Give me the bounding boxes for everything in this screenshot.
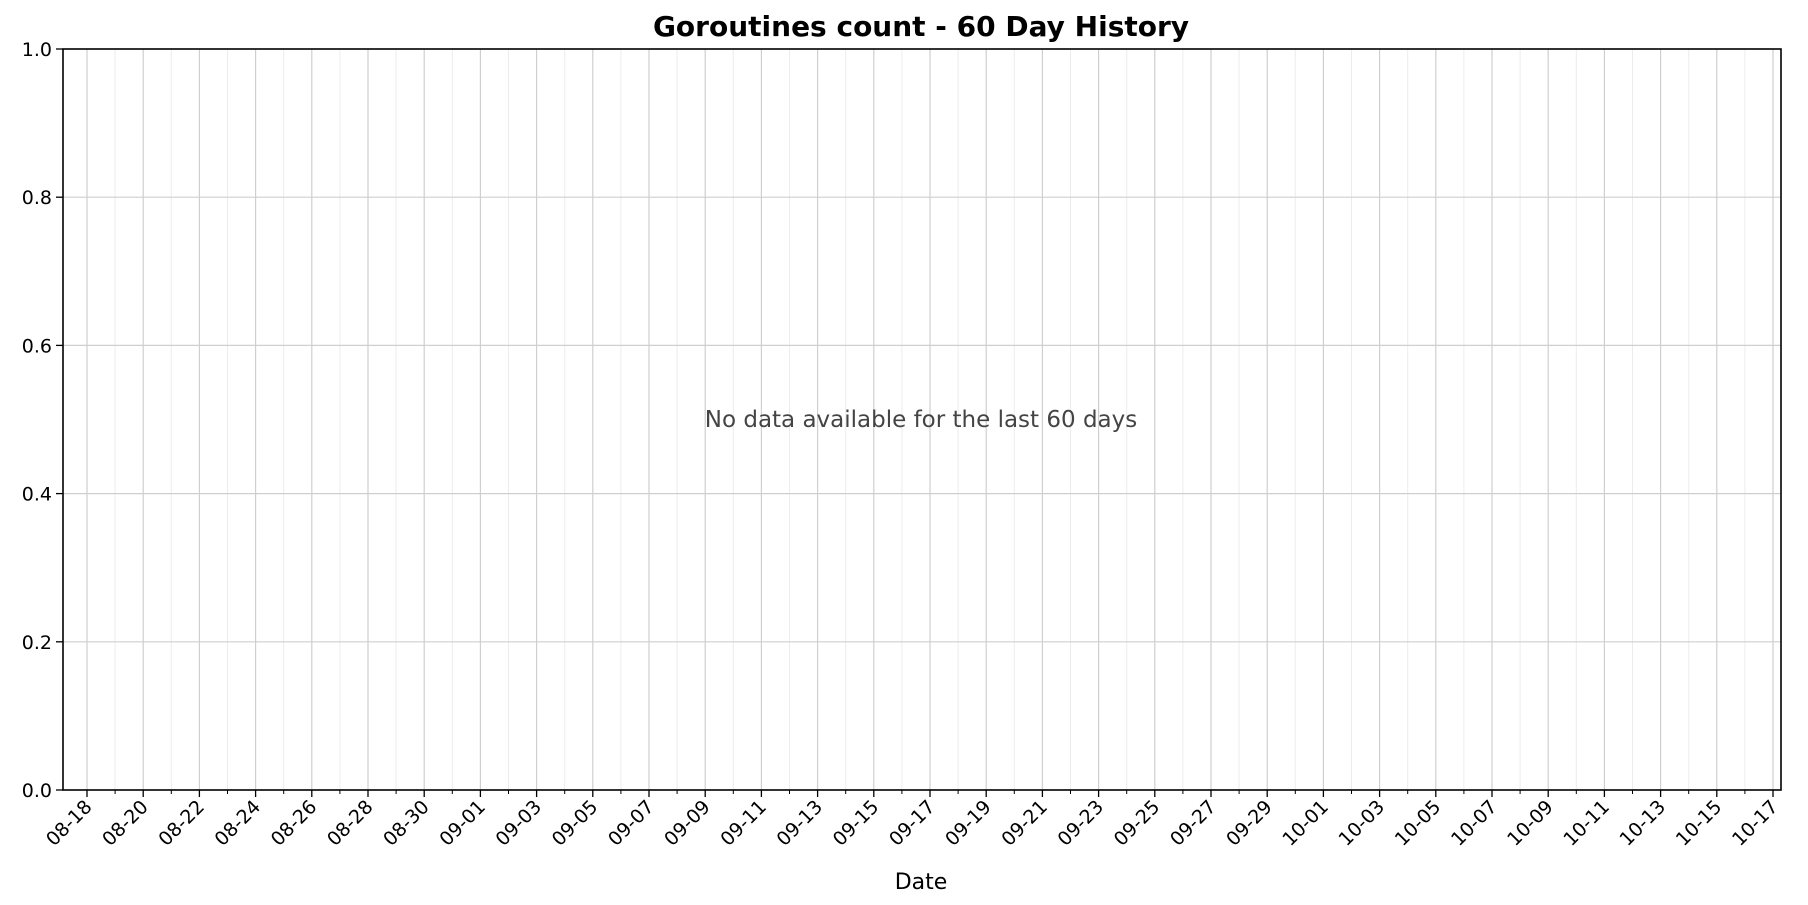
x-tick-label: 10-03 — [1335, 796, 1390, 851]
x-tick-label: 09-01 — [435, 796, 490, 851]
x-tick-label: 08-18 — [42, 796, 97, 851]
x-tick-label: 09-03 — [492, 796, 547, 851]
x-tick-label: 09-05 — [548, 796, 603, 851]
x-tick-label: 10-01 — [1278, 796, 1333, 851]
x-tick-label: 08-28 — [323, 796, 378, 851]
x-tick-label: 08-26 — [267, 796, 322, 851]
plot-background — [63, 49, 1781, 790]
y-tick-label: 1.0 — [22, 39, 52, 61]
y-tick-label: 0.4 — [22, 484, 52, 506]
x-tick-label: 10-17 — [1728, 796, 1783, 851]
x-tick-label: 10-05 — [1391, 796, 1446, 851]
x-tick-label: 10-09 — [1503, 796, 1558, 851]
y-tick-label: 0.0 — [22, 780, 52, 802]
x-tick-label: 09-13 — [773, 796, 828, 851]
x-tick-label: 10-07 — [1447, 796, 1502, 851]
x-tick-label: 09-29 — [1222, 796, 1277, 851]
x-tick-label: 09-11 — [716, 796, 771, 851]
x-tick-label: 09-21 — [997, 796, 1052, 851]
x-tick-label: 09-09 — [660, 796, 715, 851]
x-tick-label: 09-27 — [1166, 796, 1221, 851]
x-axis: 08-18 08-20 08-22 08-24 08-26 08-28 08-30 09-01… — [42, 790, 1783, 851]
x-tick-label: 09-19 — [941, 796, 996, 851]
y-tick-label: 0.6 — [22, 335, 52, 357]
plot-frame — [62, 48, 1782, 791]
x-tick-label: 10-13 — [1616, 796, 1671, 851]
major-grid — [63, 49, 1781, 790]
x-tick-label: 09-17 — [885, 796, 940, 851]
x-axis-label: Date — [895, 870, 948, 895]
y-tick-label: 0.2 — [22, 632, 52, 654]
no-data-annotation: No data available for the last 60 days — [705, 407, 1138, 433]
x-tick-label: 08-20 — [98, 796, 153, 851]
x-tick-label: 10-11 — [1559, 796, 1614, 851]
x-tick-label: 08-30 — [379, 796, 434, 851]
x-tick-label: 08-22 — [154, 796, 209, 851]
y-tick-label: 0.8 — [22, 187, 52, 209]
x-tick-label: 09-15 — [829, 796, 884, 851]
x-tick-label: 10-15 — [1672, 796, 1727, 851]
x-tick-label: 08-24 — [211, 796, 266, 851]
chart-title: Goroutines count - 60 Day History — [653, 10, 1189, 43]
x-tick-label: 09-07 — [604, 796, 659, 851]
y-axis: 0.0 0.2 0.4 0.6 0.8 1.0 — [22, 39, 63, 802]
x-tick-label: 09-25 — [1110, 796, 1165, 851]
minor-grid — [114, 49, 1746, 790]
x-tick-label: 09-23 — [1054, 796, 1109, 851]
